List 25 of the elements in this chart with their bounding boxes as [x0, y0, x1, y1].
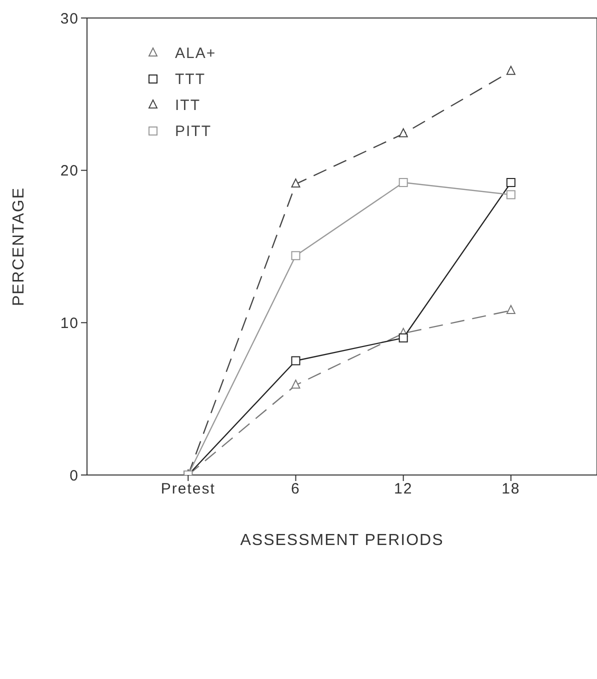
x-axis-title: ASSESSMENT PERIODS — [240, 532, 444, 549]
point — [506, 66, 516, 75]
y-tick-label: 30 — [60, 10, 79, 28]
legend-label: ITT — [175, 96, 200, 114]
point — [398, 178, 408, 188]
x-tick-label: 18 — [502, 480, 520, 498]
point — [291, 178, 300, 188]
point — [506, 190, 516, 200]
point — [291, 356, 300, 366]
y-tick-label: 10 — [60, 314, 79, 332]
point — [398, 128, 408, 138]
y-tick-label: 20 — [60, 162, 79, 180]
legend-label: TTT — [175, 70, 206, 88]
point — [506, 304, 516, 314]
point — [506, 178, 516, 188]
point — [291, 380, 300, 389]
x-tick-label: 12 — [394, 480, 413, 498]
y-tick-label: 0 — [70, 467, 79, 484]
x-tick-label: Pretest — [160, 480, 216, 498]
legend-label: ALA+ — [175, 44, 216, 62]
point — [398, 333, 408, 342]
y-axis-title: PERCENTAGE — [10, 186, 28, 306]
legend-label: PITT — [175, 122, 212, 140]
x-tick-label: 6 — [291, 480, 300, 498]
point — [291, 251, 300, 260]
